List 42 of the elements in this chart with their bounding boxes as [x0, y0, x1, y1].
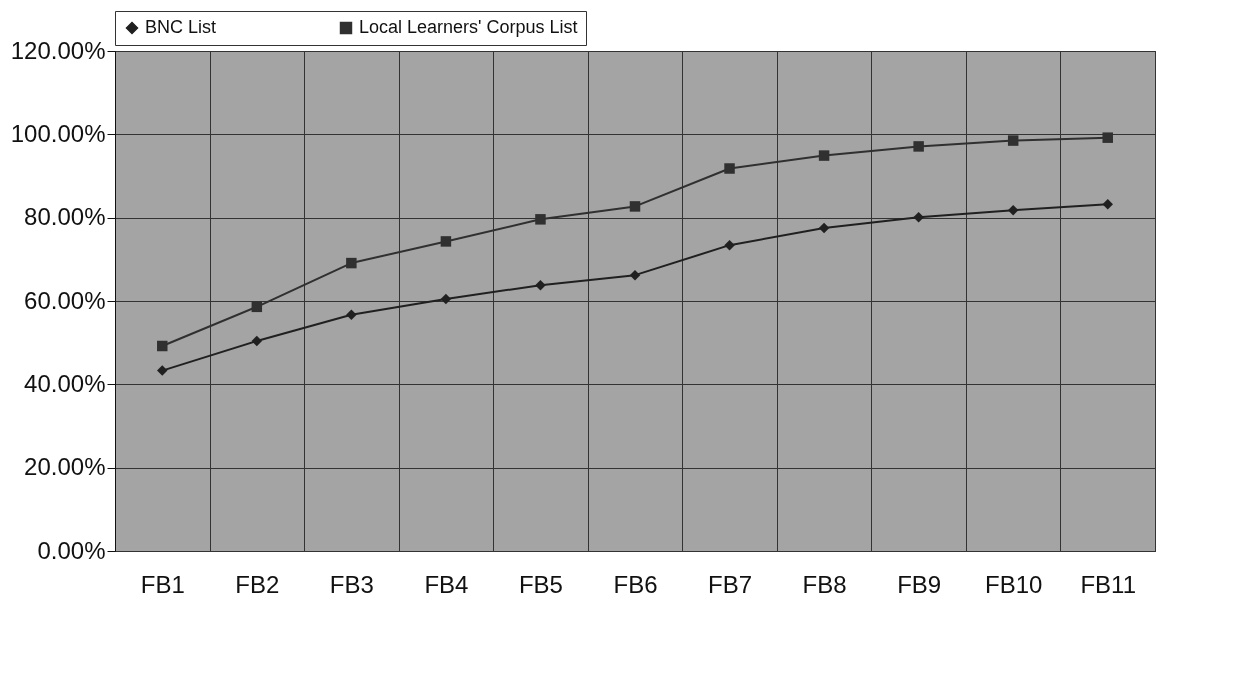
x-tick-label: FB4 [424, 570, 469, 598]
point [440, 293, 452, 305]
point [818, 222, 830, 234]
x-tick-label: FB7 [708, 570, 753, 598]
x-tick-label: FB3 [329, 570, 374, 598]
point [440, 236, 452, 247]
point [535, 279, 546, 291]
legend-label: BNC List [145, 17, 217, 37]
point [724, 163, 735, 174]
x-tick-label: FB2 [235, 570, 280, 598]
y-tick-label: 0.00% [37, 536, 106, 564]
point [1102, 199, 1113, 210]
point [346, 309, 357, 320]
point [629, 269, 641, 281]
point [535, 214, 546, 225]
x-tick-label: FB5 [518, 570, 563, 598]
x-tick-label: FB11 [1080, 570, 1137, 598]
y-tick-label: 20.00% [24, 453, 106, 481]
point [251, 335, 263, 347]
point [346, 257, 357, 269]
x-tick-label: FB1 [140, 570, 185, 598]
y-tick-label: 60.00% [24, 286, 106, 314]
point [157, 340, 168, 352]
point [629, 201, 641, 212]
y-tick-label: 120.00% [10, 36, 106, 64]
point [1007, 135, 1019, 146]
point [1102, 132, 1113, 143]
point [251, 301, 263, 313]
point [818, 150, 830, 161]
point [913, 212, 924, 223]
point [157, 365, 168, 376]
x-tick-label: FB8 [802, 570, 847, 598]
x-tick-label: FB6 [613, 570, 658, 598]
point [1007, 204, 1019, 216]
y-tick-label: 80.00% [24, 203, 106, 231]
x-tick-label: FB9 [897, 570, 942, 598]
y-tick-label: 40.00% [24, 369, 106, 397]
y-tick-label: 100.00% [10, 119, 106, 147]
legend-label: Local Learners' Corpus List [359, 17, 578, 37]
point [724, 239, 735, 251]
point [913, 141, 924, 152]
x-tick-label: FB10 [984, 570, 1043, 598]
